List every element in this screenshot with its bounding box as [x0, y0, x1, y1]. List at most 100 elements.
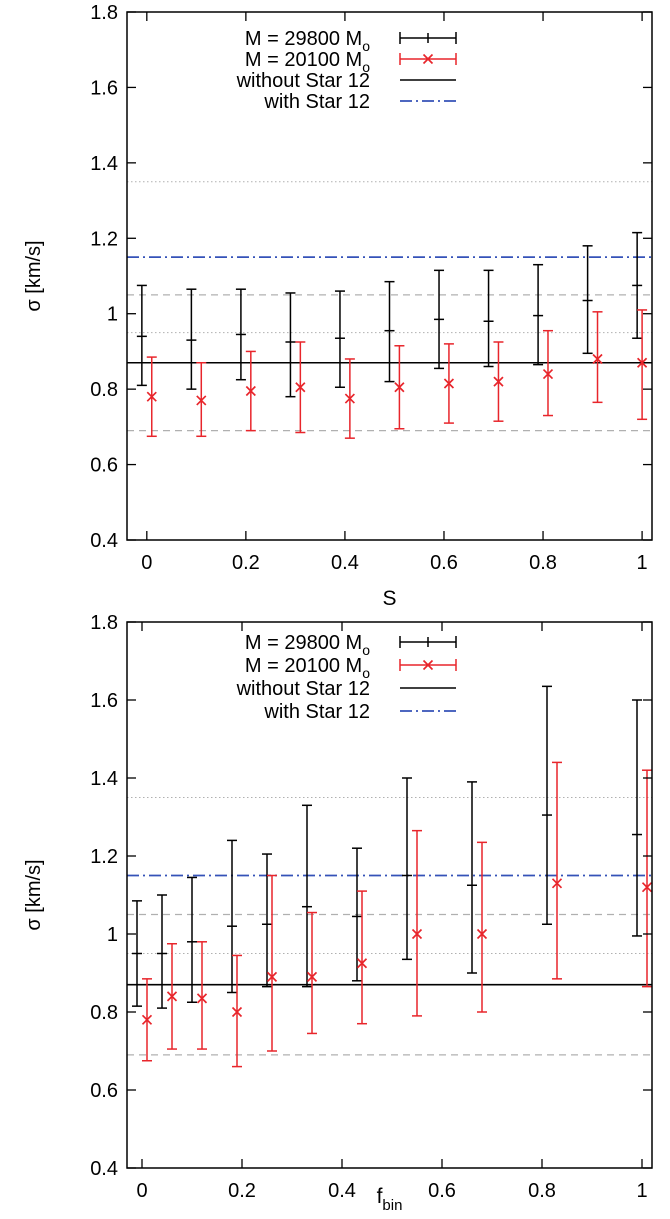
cross-marker: [231, 1006, 243, 1018]
legend-label-main: M = 20100 M: [245, 655, 362, 677]
red-errorbar-point: [295, 341, 306, 434]
chart-panel-2: 0.4 0.6 0.8 1 1.2 1.4 1.6 1.8 0 0.2 0.4 0.6 0.8 1 σ [k…: [23, 612, 653, 1214]
red-errorbar-point: [394, 345, 405, 430]
red-errorbar-point: [356, 890, 368, 1025]
y-tick-label: 1.2: [90, 846, 118, 868]
cross-marker: [493, 376, 504, 387]
cross-marker: [306, 971, 318, 983]
black-errorbar-point: [187, 876, 197, 1003]
cross-marker: [476, 928, 488, 940]
red-errorbar-point: [196, 941, 208, 1050]
red-errorbar-point: [641, 769, 653, 988]
legend-label-main: M = 29800 M: [245, 632, 362, 654]
y-tick-label: 1.8: [90, 2, 118, 24]
cross-marker: [266, 971, 278, 983]
black-errorbar-point: [285, 292, 296, 398]
cross-marker: [245, 385, 256, 397]
cross-marker: [551, 878, 563, 889]
cross-marker: [356, 958, 368, 969]
red-errorbar-point: [231, 954, 243, 1068]
plot-frame: [126, 11, 653, 541]
plot-frame: [126, 621, 653, 1169]
x-tick-label: 0.6: [430, 552, 458, 574]
cross-marker: [641, 882, 653, 893]
black-errorbar-point: [186, 288, 197, 390]
legend-label-main: without Star 12: [236, 678, 370, 700]
x-tick-label: 1: [637, 552, 648, 574]
legend-label: M = 20100 Mo: [245, 655, 370, 681]
legend-label: with Star 12: [263, 91, 370, 113]
x-tick-label: 0.6: [428, 1180, 456, 1202]
black-errorbar-point: [483, 269, 494, 368]
black-errorbar-point: [352, 847, 362, 982]
cross-marker: [146, 391, 157, 402]
y-tick-label: 0.4: [90, 530, 118, 552]
legend-label-main: with Star 12: [263, 701, 370, 723]
x-tick-label: 1: [636, 1180, 647, 1202]
black-errorbar-point: [542, 685, 552, 925]
black-errorbar-point: [384, 280, 395, 383]
x-tick-label: 0.2: [232, 552, 260, 574]
red-errorbar-point: [493, 341, 504, 422]
cross-marker: [443, 378, 455, 389]
red-errorbar-point: [245, 350, 256, 432]
cross-marker: [592, 353, 603, 365]
legend-label: with Star 12: [263, 701, 370, 723]
cross-marker: [411, 928, 423, 940]
legend-label-main: with Star 12: [263, 91, 370, 113]
red-errorbar-point: [344, 358, 355, 439]
y-tick-label: 0.8: [90, 1002, 118, 1024]
red-errorbar-point: [306, 911, 318, 1035]
x-tick-label: 0.4: [328, 1180, 356, 1202]
x-tick-label: 0.2: [228, 1180, 256, 1202]
legend-label-main: without Star 12: [236, 70, 370, 92]
y-axis-label: σ [km/s]: [23, 859, 45, 930]
y-tick-label: 1: [107, 924, 118, 946]
y-tick-label: 1.8: [90, 612, 118, 634]
black-errorbar-point: [157, 894, 167, 1009]
x-axis-label: fbin: [377, 1185, 403, 1214]
black-errorbar-point: [632, 699, 642, 937]
y-tick-label: 1.4: [90, 153, 118, 175]
black-errorbar-point: [434, 269, 445, 370]
legend-label-main: M = 20100 M: [245, 49, 362, 71]
black-errorbar-point: [582, 245, 593, 355]
x-tick-label: 0.8: [529, 552, 557, 574]
black-errorbar-point: [227, 839, 237, 994]
black-errorbar-point: [632, 231, 643, 339]
x-axis-label-main: f: [377, 1185, 383, 1208]
legend-label: without Star 12: [236, 70, 370, 92]
x-axis-label-main: S: [382, 587, 396, 610]
cross-marker: [344, 393, 355, 404]
cross-marker: [542, 368, 554, 380]
red-errorbar-point: [592, 311, 603, 404]
cross-marker: [394, 382, 405, 393]
cross-marker: [141, 1014, 153, 1025]
red-errorbar-point: [411, 829, 423, 1017]
cross-marker: [196, 993, 208, 1004]
legend-label-main: M = 29800 M: [245, 28, 362, 50]
black-errorbar-point: [132, 900, 142, 1007]
red-errorbar-point: [476, 841, 488, 1013]
y-tick-label: 0.4: [90, 1158, 118, 1180]
red-errorbar-point: [551, 761, 563, 980]
x-tick-label: 0.8: [528, 1180, 556, 1202]
legend-label: M = 29800 Mo: [245, 632, 370, 658]
legend-label: M = 29800 Mo: [245, 28, 370, 54]
cross-marker: [166, 991, 178, 1002]
red-errorbar-point: [141, 978, 153, 1062]
legend-label: M = 20100 Mo: [245, 49, 370, 75]
red-errorbar-point: [542, 329, 554, 417]
legend-label: without Star 12: [236, 678, 370, 700]
y-tick-label: 1.6: [90, 77, 118, 99]
y-tick-label: 0.8: [90, 379, 118, 401]
black-errorbar-point: [235, 288, 246, 381]
black-errorbar-point: [262, 853, 272, 988]
legend-label-sub: o: [362, 642, 370, 658]
red-errorbar-point: [146, 356, 157, 438]
y-tick-label: 0.6: [90, 1080, 118, 1102]
legend-label-sub: o: [362, 59, 370, 75]
black-errorbar-point: [302, 804, 312, 988]
